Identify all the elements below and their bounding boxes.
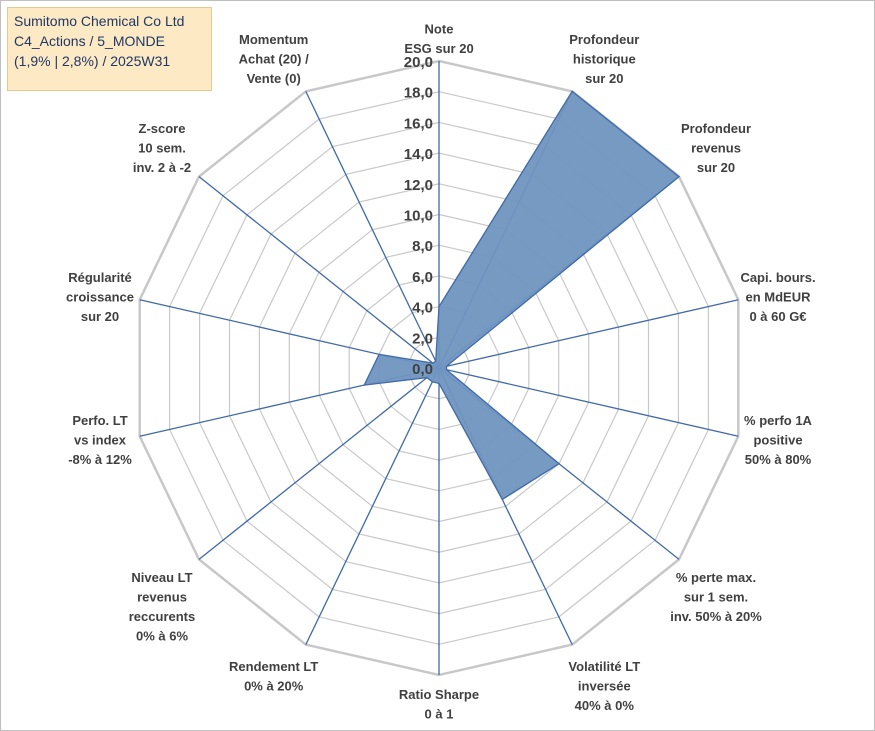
axis-label-line: revenus [691,140,741,155]
title-line-2: C4_Actions / 5_MONDE [14,33,165,49]
axis-spoke-5 [438,367,739,437]
axis-label-2: Profondeur historique sur 20 [569,32,639,86]
axis-label-line: Ratio Sharpe [399,687,479,702]
axis-label-line: inversée [578,679,631,694]
axis-label-line: Perfo. LT [72,413,127,428]
axis-label-line: positive [753,432,802,447]
axis-label-line: -8% à 12% [68,452,132,467]
axis-label-10: Niveau LT revenus reccurents 0% à 6% [129,570,195,644]
axis-label-line: Rendement LT [229,659,318,674]
axis-label-12: Régularité croissance sur 20 [66,270,134,324]
title-line-3: (1,9% | 2,8%) / 2025W31 [14,53,171,69]
axis-label-line: sur 20 [697,160,735,175]
axis-label-line: % perfo 1A [744,413,813,428]
axis-label-line: Achat (20) / [239,51,309,66]
axis-label-line: % perte max. [676,570,756,585]
axis-label-line: Z-score [139,121,186,136]
tick-label: 16,0 [404,115,433,132]
axis-label-6: % perte max. sur 1 sem. inv. 50% à 20% [670,570,762,624]
axis-label-line: sur 1 sem. [684,590,748,605]
tick-label: 12,0 [404,177,433,194]
tick-label: 2,0 [412,330,433,347]
title-box: Sumitomo Chemical Co Ltd C4_Actions / 5_… [7,7,212,91]
axis-spoke-4 [438,299,739,369]
axis-spoke-9 [305,367,440,645]
axis-label-line: sur 20 [81,309,119,324]
axis-label-line: Momentum [239,32,308,47]
axis-label-13: Z-score 10 sem. inv. 2 à -2 [133,121,191,175]
title-line-1: Sumitomo Chemical Co Ltd [14,13,185,29]
axis-label-line: Capi. bours. [740,270,815,285]
axis-label-line: sur 20 [585,71,623,86]
tick-label: 18,0 [404,85,433,102]
axis-label-line: Niveau LT [131,570,192,585]
tick-label: 0,0 [412,361,433,378]
axis-label-line: ESG sur 20 [404,41,473,56]
axis-label-line: 0 à 1 [425,707,454,722]
axis-label-line: 0 à 60 G€ [749,309,806,324]
axis-label-line: inv. 2 à -2 [133,160,191,175]
tick-label: 20,0 [404,54,433,71]
axis-label-9: Rendement LT 0% à 20% [229,659,318,694]
axis-label-line: Régularité [68,270,132,285]
radar-tick-labels: 0,0 2,0 4,0 6,0 8,0 10,0 12,0 14,0 16,0 18,0 20,0 [404,54,433,378]
axis-label-line: Profondeur [681,121,751,136]
tick-label: 14,0 [404,146,433,163]
axis-label-line: en MdEUR [746,290,812,305]
axis-label-4: Capi. bours. en MdEUR 0 à 60 G€ [740,270,815,324]
axis-label-line: Volatilité LT [568,659,640,674]
tick-label: 4,0 [412,300,433,317]
axis-spoke-10 [198,367,440,560]
axis-label-line: inv. 50% à 20% [670,609,762,624]
axis-label-8: Ratio Sharpe 0 à 1 [399,687,479,722]
axis-label-7: Volatilité LT inversée 40% à 0% [568,659,640,713]
radar-axis-labels: Note ESG sur 20 Profondeur historique sur 20… [66,22,816,722]
tick-label: 6,0 [412,269,433,286]
axis-label-line: historique [573,51,636,66]
axis-label-line: 0% à 20% [244,679,304,694]
axis-spoke-14 [305,91,440,369]
axis-label-line: 10 sem. [138,140,186,155]
axis-label-11: Perfo. LT vs index -8% à 12% [68,413,132,467]
axis-label-line: Profondeur [569,32,639,47]
series-area [363,90,681,501]
axis-label-14: Momentum Achat (20) / Vente (0) [239,32,309,86]
radar-series [363,90,681,501]
axis-label-5: % perfo 1A positive 50% à 80% [744,413,813,467]
tick-label: 10,0 [404,208,433,225]
axis-label-line: revenus [137,590,187,605]
axis-label-line: 40% à 0% [575,698,635,713]
axis-label-line: reccurents [129,609,195,624]
tick-label: 8,0 [412,238,433,255]
axis-label-1: Note ESG sur 20 [404,22,473,57]
axis-label-line: 0% à 6% [136,629,188,644]
axis-label-line: Vente (0) [247,71,301,86]
axis-label-line: 50% à 80% [745,452,812,467]
axis-spoke-13 [198,176,440,369]
axis-label-line: croissance [66,290,134,305]
axis-label-3: Profondeur revenus sur 20 [681,121,751,175]
axis-label-line: vs index [74,432,127,447]
axis-label-line: Note [425,22,454,37]
